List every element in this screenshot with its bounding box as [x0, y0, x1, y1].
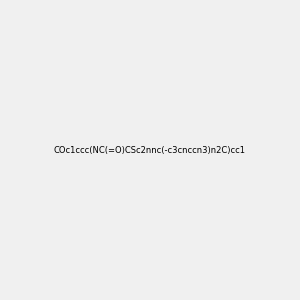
Text: COc1ccc(NC(=O)CSc2nnc(-c3cnccn3)n2C)cc1: COc1ccc(NC(=O)CSc2nnc(-c3cnccn3)n2C)cc1 — [54, 146, 246, 154]
